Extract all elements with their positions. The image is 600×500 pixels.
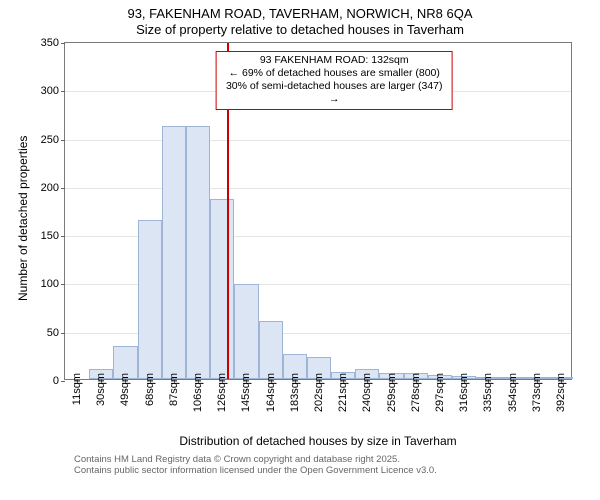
footer-line2: Contains public sector information licen… xyxy=(74,465,437,476)
x-tick-label: 164sqm xyxy=(265,373,277,412)
annotation-line: 30% of semi-detached houses are larger (… xyxy=(223,80,446,106)
y-tick-label: 200 xyxy=(41,182,65,194)
x-tick-label: 335sqm xyxy=(482,373,494,412)
histogram-bar xyxy=(138,220,162,379)
x-tick-label: 30sqm xyxy=(95,373,107,406)
plot-area: 05010015020025030035011sqm30sqm49sqm68sq… xyxy=(64,42,572,380)
x-tick-label: 392sqm xyxy=(555,373,567,412)
histogram-bar xyxy=(186,126,210,379)
y-tick-label: 50 xyxy=(47,327,65,339)
chart-title: 93, FAKENHAM ROAD, TAVERHAM, NORWICH, NR… xyxy=(0,0,600,39)
x-tick-label: 316sqm xyxy=(458,373,470,412)
x-tick-label: 11sqm xyxy=(71,373,83,405)
annotation-line: 93 FAKENHAM ROAD: 132sqm xyxy=(223,54,446,67)
x-tick-label: 183sqm xyxy=(289,373,301,412)
y-tick-label: 250 xyxy=(41,134,65,146)
histogram-bar xyxy=(162,126,186,379)
histogram-bar xyxy=(210,199,234,379)
title-line2: Size of property relative to detached ho… xyxy=(0,22,600,38)
chart-container: 93, FAKENHAM ROAD, TAVERHAM, NORWICH, NR… xyxy=(0,0,600,500)
title-line1: 93, FAKENHAM ROAD, TAVERHAM, NORWICH, NR… xyxy=(0,6,600,22)
x-tick-label: 354sqm xyxy=(507,373,519,412)
x-tick-label: 202sqm xyxy=(313,373,325,412)
footer-line1: Contains HM Land Registry data © Crown c… xyxy=(74,454,437,465)
x-tick-label: 221sqm xyxy=(337,373,349,412)
x-tick-label: 278sqm xyxy=(410,373,422,412)
y-tick-label: 100 xyxy=(41,278,65,290)
histogram-bar xyxy=(234,284,258,379)
y-tick-label: 0 xyxy=(53,375,65,387)
x-tick-label: 240sqm xyxy=(361,373,373,412)
gridline xyxy=(65,140,571,141)
x-tick-label: 145sqm xyxy=(240,373,252,412)
histogram-bar xyxy=(259,321,283,379)
footer-note: Contains HM Land Registry data © Crown c… xyxy=(74,454,437,477)
annotation-line: ← 69% of detached houses are smaller (80… xyxy=(223,67,446,80)
annotation-box: 93 FAKENHAM ROAD: 132sqm← 69% of detache… xyxy=(216,51,453,110)
y-tick-label: 300 xyxy=(41,85,65,97)
x-tick-label: 297sqm xyxy=(434,373,446,412)
x-tick-label: 106sqm xyxy=(192,373,204,412)
x-tick-label: 49sqm xyxy=(119,373,131,406)
gridline xyxy=(65,188,571,189)
x-tick-label: 68sqm xyxy=(144,373,156,406)
x-tick-label: 259sqm xyxy=(386,373,398,412)
y-tick-label: 150 xyxy=(41,230,65,242)
x-tick-label: 373sqm xyxy=(531,373,543,412)
x-axis-label: Distribution of detached houses by size … xyxy=(179,434,456,448)
y-tick-label: 350 xyxy=(41,37,65,49)
y-axis-label: Number of detached properties xyxy=(16,136,30,301)
x-tick-label: 87sqm xyxy=(168,373,180,406)
